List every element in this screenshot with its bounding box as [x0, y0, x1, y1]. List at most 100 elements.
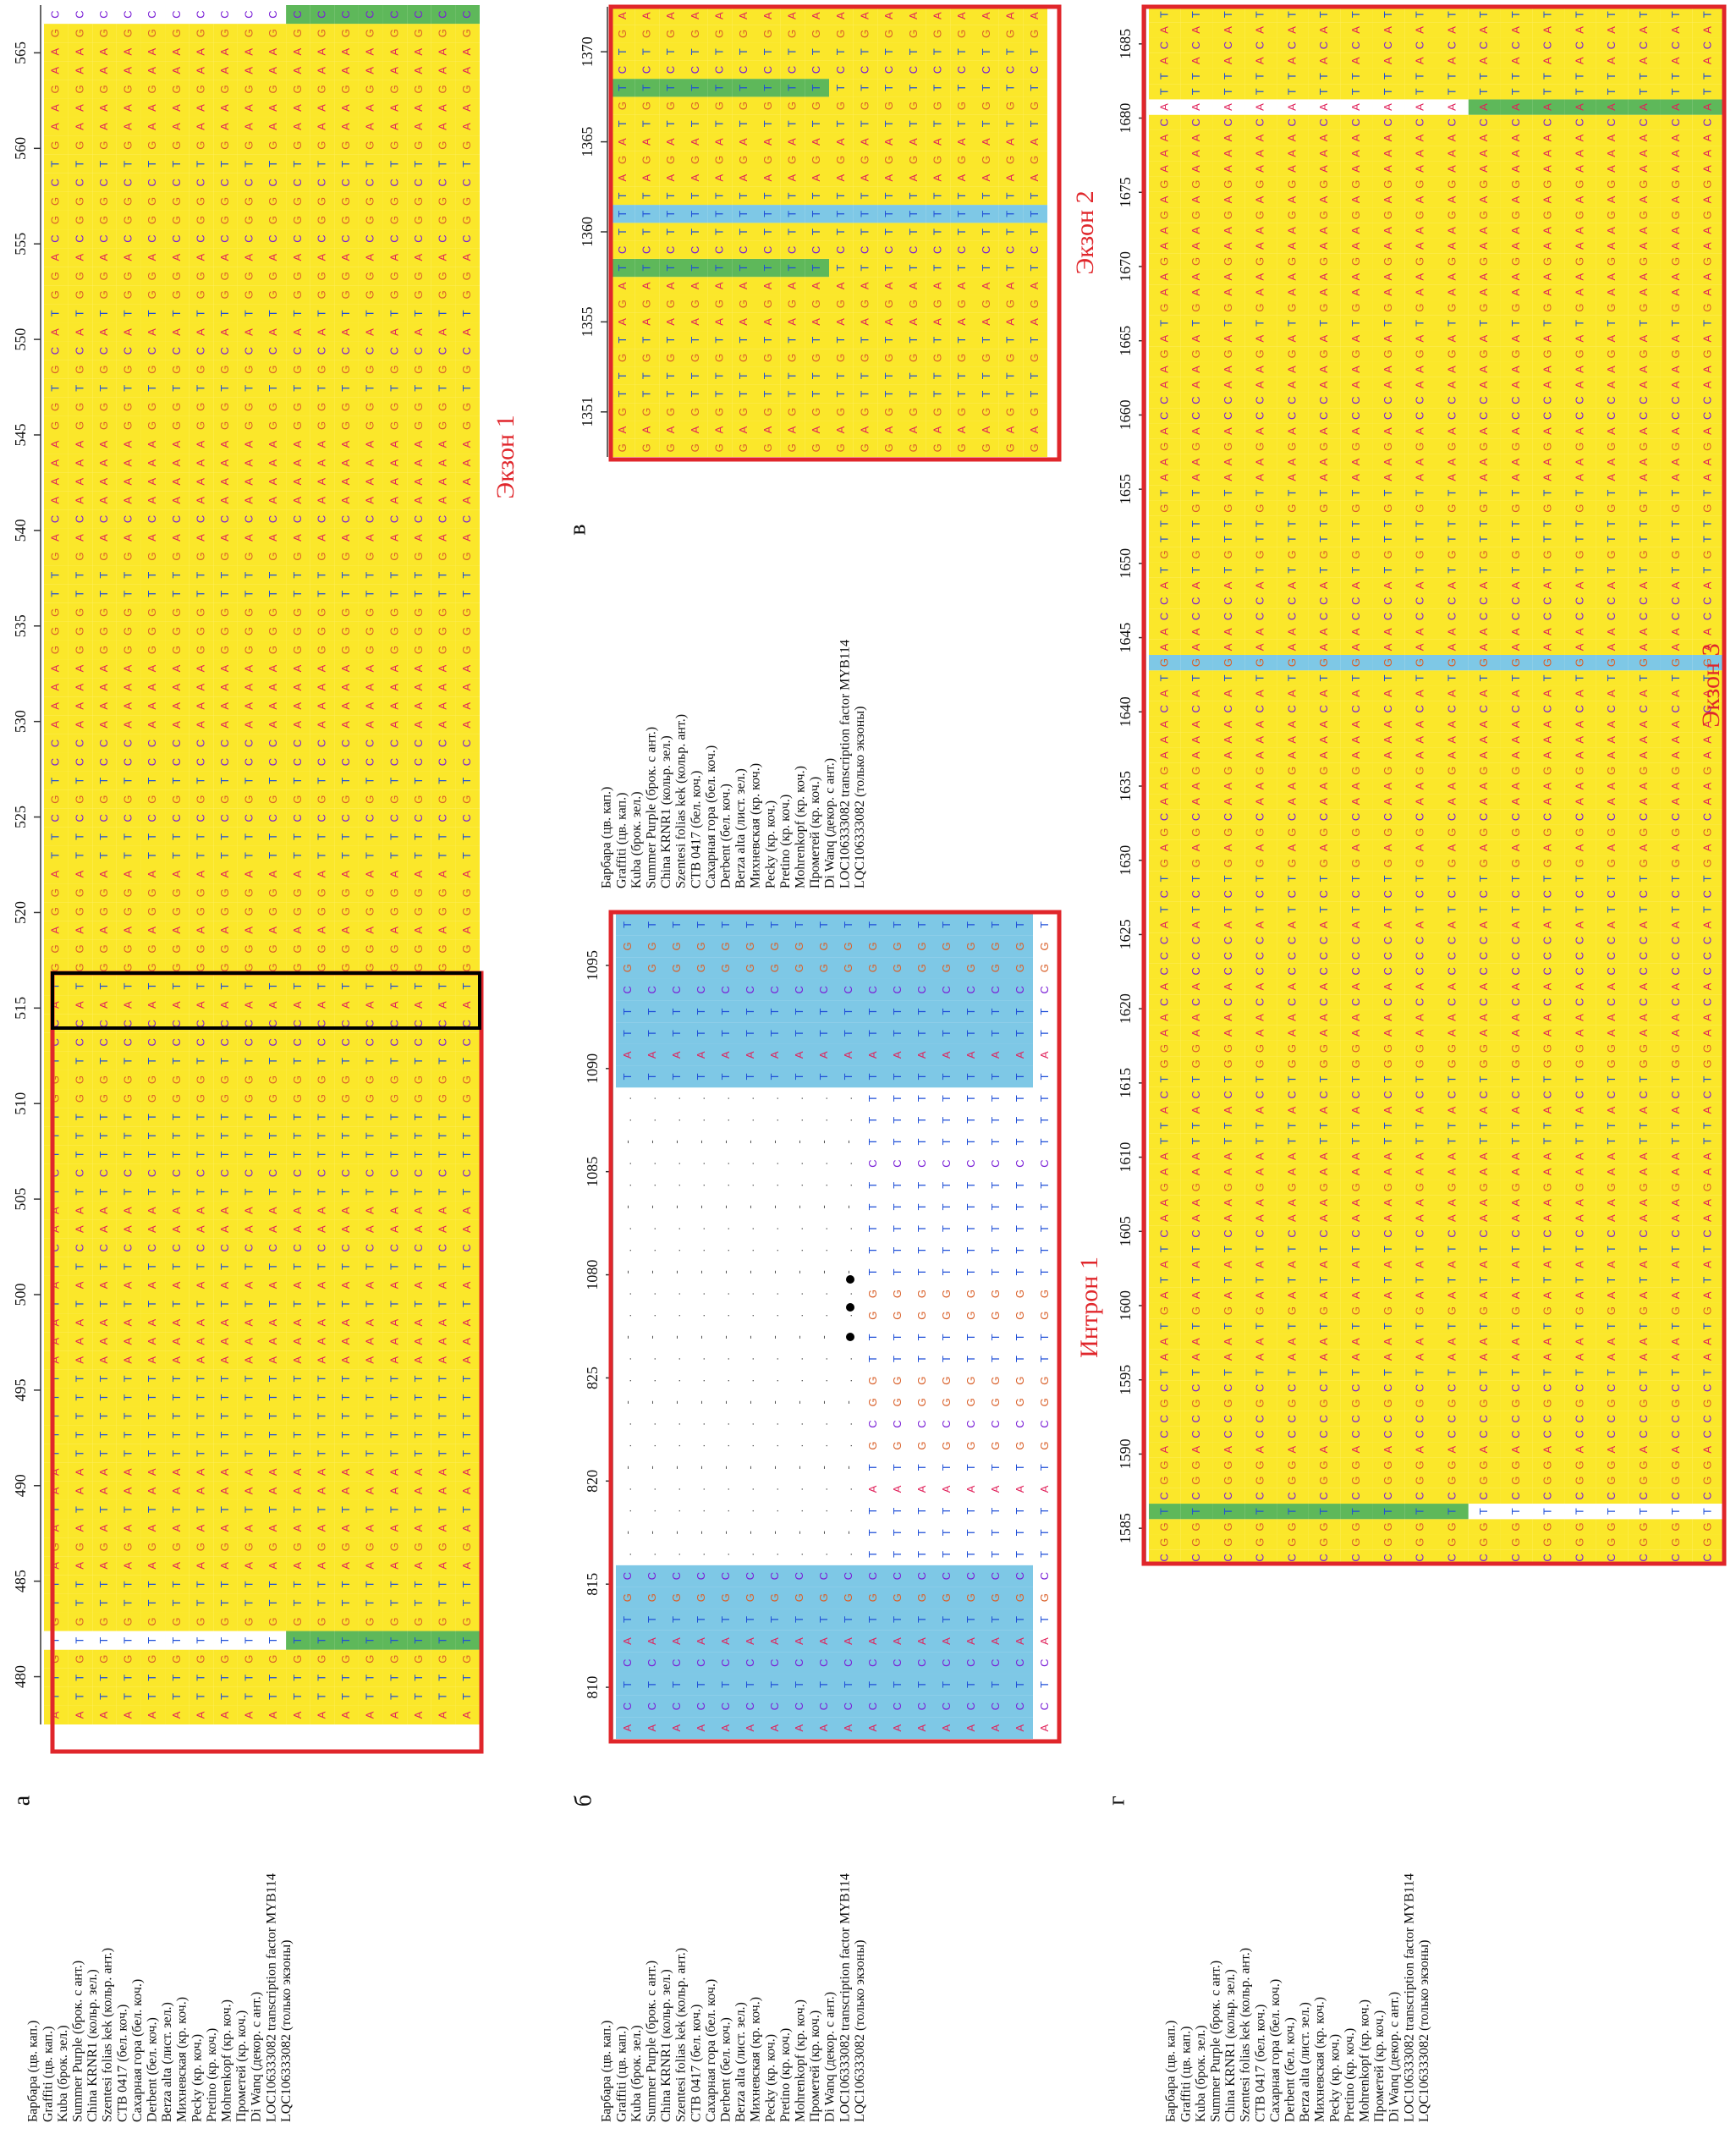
- nucleotide: T: [640, 228, 652, 235]
- nucleotide: G: [170, 216, 183, 224]
- nucleotide: A: [194, 927, 206, 934]
- nucleotide: C: [387, 1244, 400, 1251]
- nucleotide: A: [146, 1281, 158, 1289]
- nucleotide: T: [964, 1529, 977, 1536]
- nucleotide: G: [621, 1593, 634, 1602]
- nucleotide: A: [640, 282, 652, 289]
- nucleotide: T: [315, 1375, 327, 1382]
- nucleotide: T: [97, 1301, 110, 1307]
- nucleotide: T: [387, 591, 400, 597]
- nucleotide: A: [97, 534, 110, 542]
- nucleotide: T: [989, 1464, 1002, 1471]
- nucleotide: A: [387, 870, 400, 877]
- nucleotide: -: [842, 1466, 854, 1469]
- nucleotide: A: [364, 927, 376, 934]
- nucleotide: G: [437, 272, 449, 280]
- nucleotide: T: [364, 1413, 376, 1420]
- nucleotide: C: [97, 1038, 110, 1046]
- nucleotide: A: [194, 702, 206, 710]
- nucleotide: G: [97, 646, 110, 654]
- nucleotide: -: [719, 1270, 732, 1273]
- sequence-name: Прометей (кр. коч.): [808, 2010, 822, 2122]
- nucleotide: C: [719, 1572, 732, 1580]
- nucleotide: C: [744, 1702, 756, 1710]
- nucleotide: G: [1038, 1442, 1051, 1450]
- nucleotide: A: [266, 1468, 279, 1476]
- nucleotide: T: [315, 385, 327, 392]
- nucleotide: A: [460, 254, 473, 261]
- nucleotide: .: [744, 1357, 756, 1361]
- nucleotide: T: [387, 852, 400, 859]
- nucleotide: .: [670, 1119, 683, 1122]
- nucleotide: A: [387, 1356, 400, 1364]
- nucleotide: A: [460, 328, 473, 336]
- nucleotide: G: [218, 29, 231, 37]
- nucleotide: -: [768, 1205, 781, 1208]
- nucleotide: .: [768, 1314, 781, 1317]
- nucleotide: A: [437, 870, 449, 877]
- nucleotide: T: [964, 921, 977, 928]
- nucleotide: T: [989, 1030, 1002, 1037]
- tick-label: 1085: [584, 1157, 601, 1187]
- nucleotide: A: [291, 721, 304, 729]
- nucleotide: A: [768, 1724, 781, 1732]
- nucleotide: A: [170, 870, 183, 877]
- nucleotide: .: [621, 1249, 634, 1252]
- nucleotide: G: [194, 1617, 206, 1625]
- nucleotide: C: [1014, 986, 1026, 993]
- nucleotide: G: [437, 1075, 449, 1084]
- nucleotide: T: [146, 310, 158, 316]
- nucleotide: A: [146, 534, 158, 542]
- nucleotide: C: [266, 814, 279, 822]
- nucleotide: C: [915, 1659, 928, 1667]
- nucleotide: G: [964, 1593, 977, 1602]
- nucleotide: A: [866, 1485, 879, 1493]
- nucleotide: T: [122, 1693, 135, 1700]
- nucleotide: C: [73, 515, 85, 523]
- nucleotide: -: [817, 1335, 830, 1339]
- nucleotide: T: [146, 1432, 158, 1438]
- nucleotide: G: [866, 1377, 879, 1385]
- nucleotide: T: [689, 48, 701, 55]
- nucleotide: T: [664, 192, 677, 199]
- nucleotide: G: [266, 85, 279, 93]
- nucleotide: T: [291, 310, 304, 316]
- nucleotide: C: [97, 10, 110, 18]
- nucleotide: T: [146, 1058, 158, 1064]
- nucleotide: C: [170, 758, 183, 766]
- nucleotide: A: [122, 440, 135, 448]
- nucleotide: -: [621, 1466, 634, 1469]
- nucleotide: G: [218, 553, 231, 561]
- nucleotide: G: [339, 608, 352, 617]
- nucleotide: T: [412, 1637, 425, 1644]
- nucleotide: T: [689, 372, 701, 379]
- nucleotide: A: [315, 927, 327, 934]
- nucleotide: G: [97, 1094, 110, 1103]
- nucleotide: T: [291, 1432, 304, 1438]
- nucleotide: A: [412, 104, 425, 112]
- nucleotide: G: [989, 1593, 1002, 1602]
- nucleotide: G: [339, 272, 352, 280]
- nucleotide: T: [989, 1225, 1002, 1232]
- nucleotide: G: [387, 963, 400, 971]
- nucleotide: G: [1014, 1398, 1026, 1406]
- nucleotide: T: [866, 1334, 879, 1340]
- nucleotide: .: [744, 1227, 756, 1230]
- nucleotide: -: [670, 1205, 683, 1208]
- nucleotide: G: [460, 944, 473, 953]
- nucleotide: C: [364, 347, 376, 355]
- nucleotide: T: [1038, 1268, 1051, 1275]
- nucleotide: G: [640, 30, 652, 38]
- nucleotide: A: [339, 254, 352, 261]
- nucleotide: .: [695, 1162, 707, 1165]
- nucleotide: .: [719, 1444, 732, 1448]
- nucleotide: A: [315, 1001, 327, 1009]
- nucleotide: .: [768, 1444, 781, 1448]
- nucleotide: C: [194, 814, 206, 822]
- nucleotide: G: [315, 963, 327, 971]
- nucleotide: G: [412, 795, 425, 804]
- nucleotide: A: [218, 48, 231, 56]
- nucleotide: C: [437, 515, 449, 523]
- nucleotide: .: [719, 1227, 732, 1230]
